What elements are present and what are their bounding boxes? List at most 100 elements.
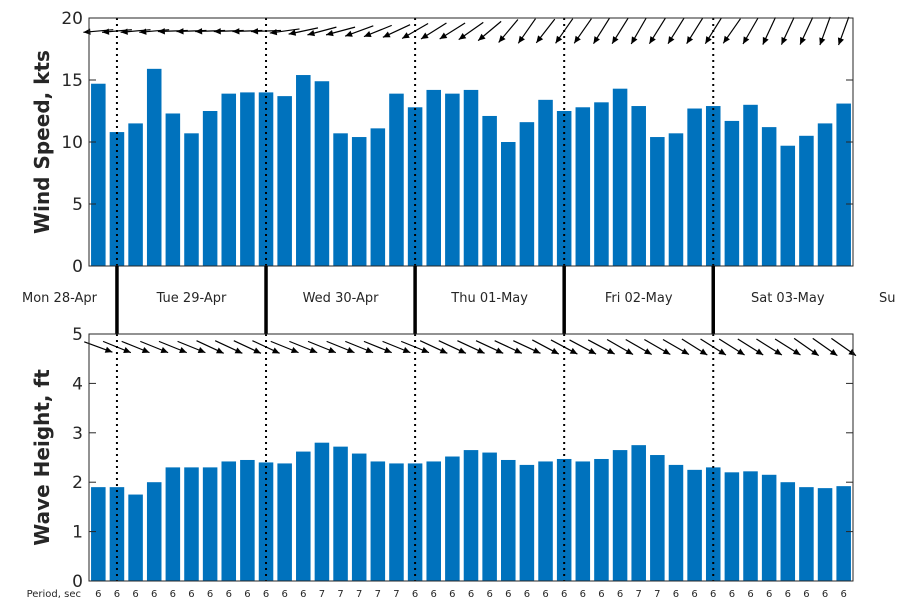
arrow-head	[518, 35, 525, 44]
direction-arrow	[438, 340, 467, 354]
wave-y-axis-label: Wave Height, ft	[30, 369, 54, 546]
bar	[128, 123, 143, 267]
bar	[146, 482, 162, 581]
direction-arrow	[722, 18, 741, 44]
arrow-head	[421, 32, 429, 39]
period-value: 6	[822, 589, 828, 600]
arrow-head	[736, 348, 745, 355]
direction-arrow	[102, 340, 132, 354]
arrow-head	[774, 348, 782, 355]
bar	[612, 88, 628, 267]
arrow-head	[555, 35, 563, 44]
period-value: 6	[449, 589, 455, 600]
wave-height-panel: 0 1 2 3 4 5 Wave Height, ft	[30, 325, 857, 592]
bar	[761, 127, 777, 267]
direction-arrow	[307, 26, 337, 37]
direction-arrow	[812, 337, 838, 357]
arrow-head	[668, 36, 675, 44]
direction-arrow	[780, 17, 795, 45]
direction-arrow	[140, 340, 169, 354]
bar	[445, 93, 460, 266]
bar	[687, 108, 702, 267]
direction-arrow	[214, 340, 243, 354]
period-value: 6	[710, 589, 716, 600]
period-value: 6	[803, 589, 809, 600]
arrow-head	[365, 347, 374, 353]
bar	[594, 102, 609, 266]
arrow-head	[686, 36, 694, 44]
arrow-head	[792, 348, 801, 355]
bar	[817, 123, 833, 267]
bar	[594, 458, 609, 581]
bar	[538, 99, 553, 266]
arrow-head	[743, 36, 750, 44]
arrow-head	[384, 347, 392, 353]
direction-arrow	[363, 24, 392, 38]
arrow-head	[536, 35, 544, 43]
direction-arrow	[475, 340, 504, 354]
period-value: 6	[244, 589, 250, 600]
bar	[575, 461, 591, 581]
direction-arrow	[644, 338, 671, 356]
bar	[575, 107, 591, 266]
arrow-head	[848, 348, 856, 356]
period-value: 6	[263, 589, 269, 600]
arrow-head	[345, 30, 353, 37]
wave-plot-frame	[88, 333, 854, 582]
bar	[743, 471, 758, 581]
arrow-head	[309, 347, 318, 353]
wind-speed-panel: 0 5 10 15 20 Wind Speed, kts	[30, 9, 854, 277]
arrow-head	[551, 347, 559, 355]
direction-arrow	[419, 340, 448, 354]
period-value: 7	[654, 589, 660, 600]
period-value: 6	[486, 589, 492, 600]
direction-arrow	[513, 340, 541, 354]
bar	[426, 461, 441, 581]
period-value: 6	[188, 589, 194, 600]
direction-arrow	[611, 17, 629, 45]
bar	[109, 487, 125, 581]
wind-direction-arrows	[83, 16, 850, 46]
arrow-head	[762, 36, 769, 45]
bar	[407, 463, 423, 581]
direction-arrow	[158, 340, 187, 354]
bar	[836, 103, 851, 266]
y-tick-label: 20	[61, 9, 83, 29]
direction-arrow	[550, 339, 578, 355]
direction-arrow	[535, 18, 556, 44]
direction-arrow	[269, 28, 300, 36]
arrow-head	[382, 31, 391, 38]
direction-arrow	[793, 337, 820, 357]
arrow-head	[123, 347, 131, 353]
bar	[277, 463, 292, 581]
direction-arrow	[774, 338, 801, 356]
arrow-head	[458, 32, 467, 40]
direction-arrow	[326, 340, 355, 354]
arrow-head	[234, 347, 243, 354]
period-value: 6	[170, 589, 176, 600]
direction-arrow	[517, 18, 536, 44]
wave-height-bars	[91, 442, 851, 581]
period-value: 7	[393, 589, 399, 600]
arrow-head	[216, 347, 224, 354]
direction-arrow	[401, 22, 429, 40]
arrow-head	[139, 28, 147, 35]
bar	[501, 142, 516, 266]
period-value: 6	[281, 589, 287, 600]
day-label: Wed 30-Apr	[303, 291, 380, 306]
bar	[724, 472, 740, 581]
period-value: 6	[598, 589, 604, 600]
bar	[743, 104, 758, 266]
arrow-head	[290, 347, 299, 353]
bar	[519, 464, 535, 581]
bar	[333, 446, 348, 581]
period-value: 7	[337, 589, 343, 600]
bar	[165, 467, 181, 581]
arrow-head	[439, 347, 448, 354]
y-tick-label: 2	[72, 473, 83, 493]
period-value: 6	[468, 589, 474, 600]
arrow-head	[402, 32, 410, 39]
bar	[799, 135, 814, 266]
direction-arrow	[382, 24, 411, 38]
period-value: 7	[356, 589, 362, 600]
